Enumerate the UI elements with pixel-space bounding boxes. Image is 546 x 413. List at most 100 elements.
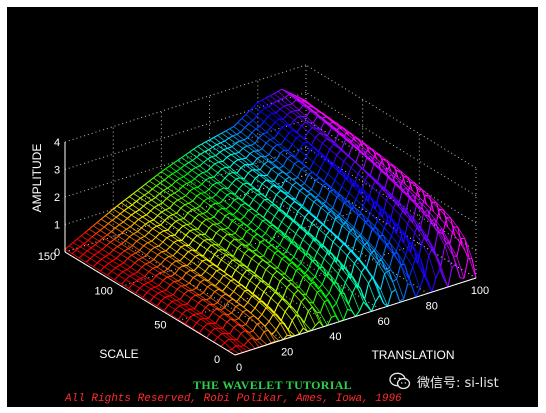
surface-mesh-line bbox=[269, 224, 274, 227]
surface-mesh-line bbox=[225, 130, 397, 290]
surface-mesh-line bbox=[260, 107, 266, 112]
surface-mesh-line bbox=[221, 130, 226, 134]
surface-mesh-line bbox=[313, 198, 319, 203]
surface-mesh-line bbox=[204, 149, 209, 153]
surface-mesh-line bbox=[446, 216, 451, 219]
surface-mesh-line bbox=[164, 295, 170, 298]
surface-mesh-line bbox=[166, 235, 172, 239]
surface-mesh-line bbox=[206, 167, 212, 172]
surface-mesh-line bbox=[135, 249, 140, 254]
surface-mesh-line bbox=[223, 264, 229, 273]
surface-mesh-line bbox=[154, 204, 159, 208]
surface-mesh-line bbox=[211, 194, 217, 199]
y-tick-label: 0 bbox=[214, 354, 220, 366]
surface-mesh-line bbox=[173, 162, 344, 321]
gridline-z-side bbox=[305, 64, 477, 169]
surface-mesh-line bbox=[333, 282, 338, 284]
surface-mesh-line bbox=[177, 157, 182, 161]
surface-mesh-line bbox=[108, 212, 280, 342]
surface-mesh-line bbox=[270, 166, 276, 170]
surface-mesh-line bbox=[252, 323, 258, 332]
surface-mesh-line bbox=[248, 330, 254, 334]
surface-mesh-line bbox=[196, 233, 202, 237]
surface-mesh-line bbox=[284, 264, 290, 275]
surface-mesh-line bbox=[311, 217, 317, 224]
surface-mesh-line bbox=[193, 148, 364, 303]
surface-mesh-line bbox=[227, 348, 233, 352]
surface-mesh-line bbox=[220, 342, 226, 347]
surface-mesh-line bbox=[84, 232, 256, 349]
surface-mesh-line bbox=[132, 279, 138, 285]
surface-mesh-line bbox=[355, 151, 361, 163]
surface-mesh-line bbox=[193, 186, 198, 189]
surface-mesh-line bbox=[129, 273, 134, 277]
surface-mesh-line bbox=[216, 142, 221, 146]
surface-mesh-line bbox=[161, 209, 166, 213]
surface-mesh-line bbox=[181, 195, 187, 199]
surface-mesh-line bbox=[224, 338, 230, 344]
surface-mesh-line bbox=[118, 271, 123, 276]
surface-mesh-line bbox=[198, 299, 203, 304]
surface-mesh-line bbox=[226, 192, 232, 196]
surface-mesh-line bbox=[256, 111, 262, 117]
surface-mesh-line bbox=[187, 209, 193, 214]
surface-mesh-line bbox=[272, 144, 278, 149]
surface-mesh-line bbox=[263, 116, 269, 122]
surface-mesh-line bbox=[300, 254, 306, 264]
surface-mesh-line bbox=[266, 168, 272, 176]
surface-mesh-line bbox=[193, 302, 199, 310]
surface-mesh-line bbox=[159, 271, 165, 274]
surface-mesh-line bbox=[168, 214, 173, 218]
surface-mesh-line bbox=[168, 173, 173, 177]
surface-mesh-line bbox=[309, 301, 314, 304]
surface-mesh-line bbox=[176, 207, 182, 214]
surface-mesh-line bbox=[122, 218, 128, 223]
surface-mesh-line bbox=[270, 252, 276, 263]
surface-mesh-line bbox=[186, 261, 192, 267]
surface-mesh-line bbox=[195, 244, 201, 252]
surface-mesh-line bbox=[275, 322, 281, 330]
surface-mesh-line bbox=[353, 215, 359, 228]
surface-mesh-line bbox=[396, 264, 402, 280]
surface-mesh-line bbox=[293, 177, 298, 181]
surface-mesh-line bbox=[95, 229, 101, 234]
surface-mesh-line bbox=[130, 222, 135, 228]
surface-mesh-line bbox=[372, 262, 379, 279]
z-tick-label: 2 bbox=[54, 192, 60, 204]
surface-mesh-line bbox=[183, 290, 189, 295]
surface-mesh-line bbox=[269, 93, 275, 97]
surface-mesh-line bbox=[379, 234, 384, 237]
surface-mesh-line bbox=[447, 268, 453, 288]
surface-mesh-line bbox=[184, 202, 189, 206]
surface-mesh-line bbox=[71, 249, 77, 255]
surface-mesh-line bbox=[318, 223, 324, 230]
surface-mesh-line bbox=[247, 258, 253, 268]
surface-mesh-line bbox=[241, 118, 413, 285]
surface-mesh-line bbox=[148, 267, 154, 273]
surface-mesh-line bbox=[194, 213, 200, 219]
surface-mesh-line bbox=[179, 217, 184, 221]
surface-mesh-line bbox=[204, 227, 210, 235]
surface-mesh-line bbox=[225, 128, 230, 132]
surface-mesh-line bbox=[125, 275, 131, 281]
surface-mesh-line bbox=[213, 172, 219, 178]
surface-mesh-line bbox=[162, 198, 167, 204]
surface-mesh-line bbox=[413, 246, 419, 264]
surface-mesh-line bbox=[250, 307, 256, 314]
surface-mesh-line bbox=[215, 189, 221, 196]
surface-mesh-line bbox=[380, 273, 386, 290]
surface-mesh-line bbox=[118, 231, 123, 237]
surface-mesh-line bbox=[255, 204, 261, 213]
surface-mesh-line bbox=[111, 216, 117, 221]
surface-mesh-line bbox=[189, 187, 195, 192]
surface-mesh-line bbox=[369, 202, 375, 214]
surface-mesh-line bbox=[192, 156, 197, 161]
surface-mesh-line bbox=[193, 265, 199, 272]
surface-mesh-line bbox=[311, 179, 317, 190]
surface-mesh-line bbox=[179, 293, 185, 300]
surface-mesh-line bbox=[212, 144, 217, 148]
surface-mesh-line bbox=[167, 263, 173, 270]
surface-mesh-line bbox=[110, 238, 115, 243]
surface-mesh-line bbox=[139, 245, 145, 251]
